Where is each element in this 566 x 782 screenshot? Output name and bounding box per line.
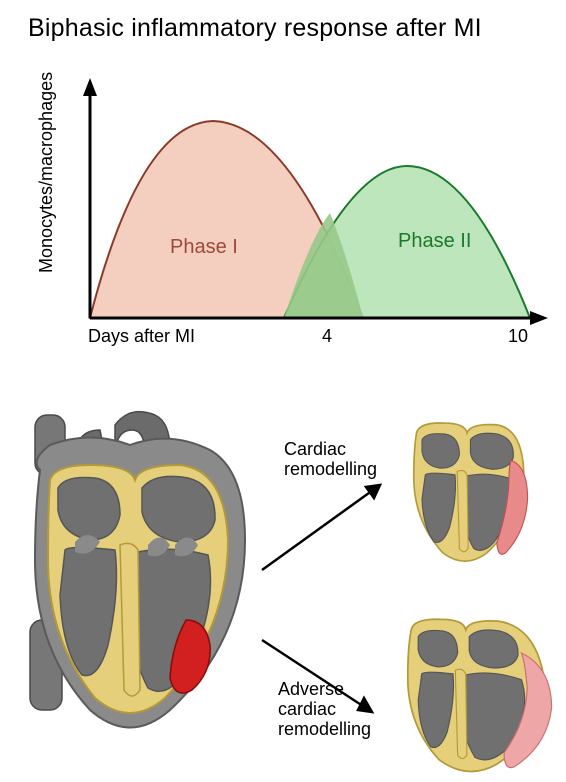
arrow-top-head (366, 485, 380, 498)
heart-remodel (414, 423, 528, 561)
x-tick-10: 10 (508, 326, 528, 347)
heart-main (30, 412, 245, 728)
outcome-bottom-line1: Adversecardiacremodelling (278, 679, 371, 739)
arrow-top-line (262, 485, 380, 570)
x-tick-4: 4 (322, 326, 332, 347)
arrows (262, 485, 380, 712)
septum (120, 543, 140, 696)
outcome-top-line1: Cardiacremodelling (284, 439, 377, 479)
heart-adverse (408, 619, 552, 771)
page-title: Biphasic inflammatory response after MI (28, 14, 482, 43)
heart-diagram: Cardiacremodelling Adversecardiacremodel… (0, 380, 566, 780)
y-arrowhead (83, 78, 97, 96)
outcome-bottom-label: Adversecardiacremodelling (278, 680, 371, 739)
phase2-label: Phase II (398, 230, 471, 253)
x-axis-label: Days after MI (88, 326, 195, 347)
x-arrowhead (530, 311, 548, 325)
page: Biphasic inflammatory response after MI … (0, 0, 566, 782)
chart-svg (30, 58, 550, 358)
phase1-label: Phase I (170, 236, 238, 259)
outcome-top-label: Cardiacremodelling (284, 440, 377, 480)
y-axis-label: Monocytes/macrophages (36, 72, 57, 273)
biphasic-chart: Monocytes/macrophages Days after MI 4 10… (30, 58, 550, 358)
chamber-la (142, 476, 215, 542)
